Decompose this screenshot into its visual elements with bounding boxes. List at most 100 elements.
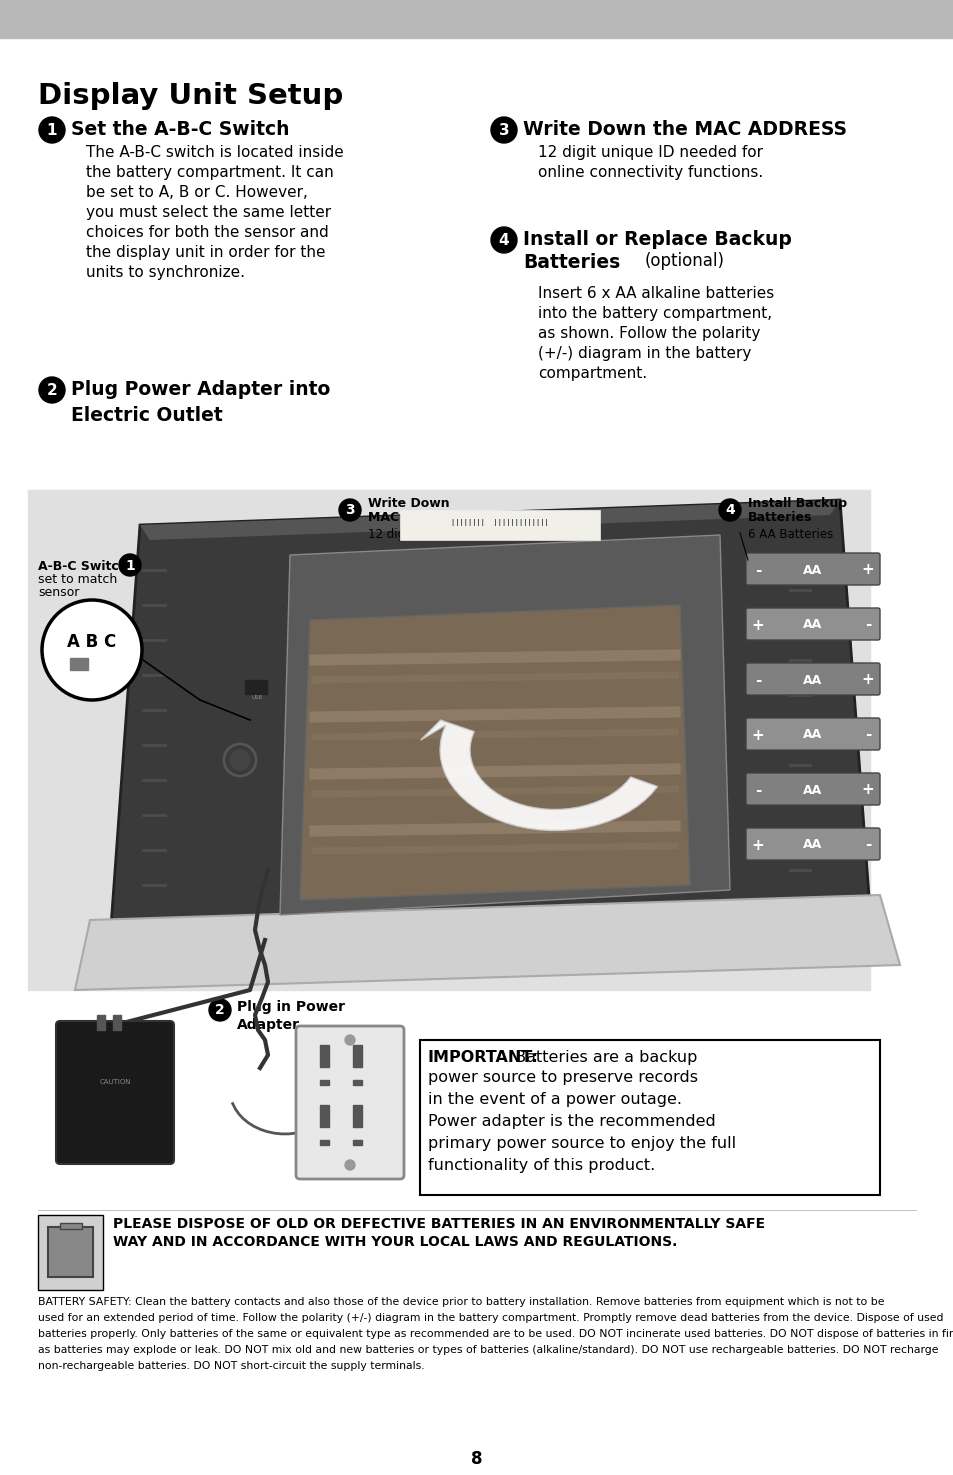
Polygon shape — [280, 535, 729, 914]
Polygon shape — [420, 720, 657, 830]
Text: Power adapter is the recommended: Power adapter is the recommended — [428, 1114, 715, 1128]
Text: in the event of a power outage.: in the event of a power outage. — [428, 1092, 681, 1108]
Text: -: - — [864, 838, 870, 853]
Bar — [245, 680, 267, 695]
Circle shape — [39, 117, 65, 143]
Text: Install or Replace Backup
Batteries: Install or Replace Backup Batteries — [522, 230, 791, 273]
Circle shape — [491, 227, 517, 254]
Bar — [353, 1044, 361, 1066]
Text: (+/-) diagram in the battery: (+/-) diagram in the battery — [537, 347, 751, 361]
Text: 2: 2 — [47, 384, 57, 398]
Text: batteries properly. Only batteries of the same or equivalent type as recommended: batteries properly. Only batteries of th… — [38, 1329, 953, 1339]
Text: 1: 1 — [47, 122, 57, 139]
Text: MAC ADDRESS: MAC ADDRESS — [368, 510, 469, 524]
FancyBboxPatch shape — [745, 662, 879, 695]
Text: AA: AA — [802, 838, 821, 851]
Text: +: + — [751, 618, 763, 633]
Text: 3: 3 — [498, 122, 509, 139]
Text: AA: AA — [802, 783, 821, 796]
FancyBboxPatch shape — [56, 1021, 173, 1164]
Bar — [70, 658, 88, 670]
Text: WAY AND IN ACCORDANCE WITH YOUR LOCAL LAWS AND REGULATIONS.: WAY AND IN ACCORDANCE WITH YOUR LOCAL LA… — [112, 1235, 677, 1249]
Bar — [28, 490, 869, 990]
Circle shape — [491, 117, 517, 143]
Text: 12 digit unique ID needed for: 12 digit unique ID needed for — [537, 145, 762, 159]
Text: the display unit in order for the: the display unit in order for the — [86, 245, 325, 260]
Text: 12 digit number: 12 digit number — [368, 528, 463, 541]
Text: AA: AA — [802, 729, 821, 742]
Bar — [399, 510, 599, 540]
Bar — [97, 1015, 105, 1030]
Bar — [319, 1140, 329, 1145]
Text: Write Down the MAC ADDRESS: Write Down the MAC ADDRESS — [522, 119, 846, 139]
Text: 4: 4 — [498, 233, 509, 248]
Bar — [319, 1080, 329, 1086]
Text: sensor: sensor — [38, 586, 79, 599]
Text: (optional): (optional) — [644, 252, 724, 270]
Circle shape — [719, 499, 740, 521]
Bar — [0, 0, 953, 38]
Text: -: - — [754, 673, 760, 687]
Text: ||||||||  |||||||||||||: |||||||| ||||||||||||| — [451, 519, 548, 527]
Text: CAUTION: CAUTION — [99, 1080, 131, 1086]
Bar — [38, 1215, 103, 1291]
Bar — [112, 1015, 121, 1030]
Polygon shape — [75, 895, 899, 990]
Text: +: + — [861, 562, 874, 578]
Polygon shape — [299, 605, 689, 900]
Text: the battery compartment. It can: the battery compartment. It can — [86, 165, 334, 180]
Text: 4: 4 — [724, 503, 734, 518]
Text: online connectivity functions.: online connectivity functions. — [537, 165, 762, 180]
Text: Plug Power Adapter into: Plug Power Adapter into — [71, 381, 330, 400]
Bar — [419, 1040, 879, 1195]
Text: -: - — [754, 783, 760, 798]
Circle shape — [338, 499, 360, 521]
Bar — [319, 1105, 329, 1127]
Text: A-B-C Switch: A-B-C Switch — [38, 560, 128, 572]
Text: 3: 3 — [345, 503, 355, 518]
Text: Batteries are a backup: Batteries are a backup — [510, 1050, 697, 1065]
Bar — [353, 1140, 361, 1145]
Bar — [48, 1227, 92, 1277]
Text: Batteries: Batteries — [747, 510, 812, 524]
FancyBboxPatch shape — [745, 718, 879, 749]
Bar — [353, 1080, 361, 1086]
Text: AA: AA — [802, 563, 821, 577]
Circle shape — [345, 1159, 355, 1170]
Text: 2: 2 — [214, 1003, 225, 1018]
Text: power source to preserve records: power source to preserve records — [428, 1069, 698, 1086]
Bar — [319, 1044, 329, 1066]
Text: as batteries may explode or leak. DO NOT mix old and new batteries or types of b: as batteries may explode or leak. DO NOT… — [38, 1345, 938, 1356]
Text: BATTERY SAFETY: Clean the battery contacts and also those of the device prior to: BATTERY SAFETY: Clean the battery contac… — [38, 1297, 883, 1307]
Text: Install Backup: Install Backup — [747, 497, 846, 510]
Circle shape — [209, 999, 231, 1021]
Text: IMPORTANT:: IMPORTANT: — [428, 1050, 538, 1065]
Text: 1: 1 — [125, 559, 134, 572]
Text: Electric Outlet: Electric Outlet — [71, 406, 222, 425]
Text: -: - — [864, 618, 870, 633]
Text: set to match: set to match — [38, 572, 117, 586]
Text: 8: 8 — [471, 1450, 482, 1468]
Text: 6 AA Batteries: 6 AA Batteries — [747, 528, 832, 541]
Circle shape — [230, 749, 250, 770]
Text: A B C: A B C — [68, 633, 116, 650]
Text: functionality of this product.: functionality of this product. — [428, 1158, 655, 1173]
Text: compartment.: compartment. — [537, 366, 646, 381]
FancyBboxPatch shape — [745, 827, 879, 860]
Text: units to synchronize.: units to synchronize. — [86, 266, 245, 280]
Text: used for an extended period of time. Follow the polarity (+/-) diagram in the ba: used for an extended period of time. Fol… — [38, 1313, 943, 1323]
Bar — [60, 1223, 82, 1229]
Text: choices for both the sensor and: choices for both the sensor and — [86, 226, 329, 240]
Circle shape — [345, 1035, 355, 1044]
Text: Set the A-B-C Switch: Set the A-B-C Switch — [71, 119, 289, 139]
FancyBboxPatch shape — [295, 1027, 403, 1179]
Text: PLEASE DISPOSE OF OLD OR DEFECTIVE BATTERIES IN AN ENVIRONMENTALLY SAFE: PLEASE DISPOSE OF OLD OR DEFECTIVE BATTE… — [112, 1217, 764, 1232]
Text: be set to A, B or C. However,: be set to A, B or C. However, — [86, 184, 308, 201]
FancyBboxPatch shape — [745, 553, 879, 586]
Circle shape — [39, 378, 65, 403]
Text: into the battery compartment,: into the battery compartment, — [537, 305, 771, 322]
Circle shape — [119, 555, 141, 577]
FancyBboxPatch shape — [745, 773, 879, 805]
Text: +: + — [861, 783, 874, 798]
Text: Write Down: Write Down — [368, 497, 449, 510]
